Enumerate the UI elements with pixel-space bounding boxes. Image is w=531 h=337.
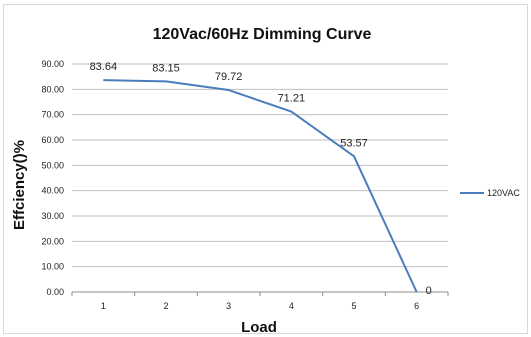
chart-title: 120Vac/60Hz Dimming Curve [153,26,372,43]
x-tick-label: 4 [289,301,294,311]
series-line-120vac [103,79,418,293]
legend-label-120vac: 120VAC [487,188,520,198]
x-axis-ticks: 1 2 3 4 5 6 [71,292,449,311]
y-tick-label: 10.00 [41,262,64,272]
data-label: 53.57 [340,137,368,149]
data-label: 79.72 [215,71,243,83]
y-tick-label: 50.00 [41,160,64,170]
x-tick-label: 3 [226,301,231,311]
legend: 120VAC [460,188,520,198]
chart-frame [3,4,528,334]
y-tick-label: 0.00 [46,287,64,297]
series-group [103,79,418,293]
gridlines [72,63,448,268]
y-tick-label: 60.00 [41,135,64,145]
y-tick-label: 70.00 [41,110,64,120]
y-axis-ticks: 0.00 10.00 20.00 30.00 40.00 50.00 60.00 70.00 8… [41,59,64,297]
y-axis-title: Effciency()% [11,140,28,230]
y-tick-label: 30.00 [41,211,64,221]
data-label: 71.21 [278,93,306,105]
y-tick-label: 90.00 [41,59,64,69]
y-tick-label: 80.00 [41,84,64,94]
x-tick-label: 2 [163,301,168,311]
y-tick-label: 40.00 [41,186,64,196]
x-tick-label: 5 [351,301,356,311]
x-tick-label: 1 [101,301,106,311]
y-tick-label: 20.00 [41,236,64,246]
data-label: 0 [426,285,432,297]
x-tick-label: 6 [414,301,419,311]
x-axis-title: Load [241,319,277,336]
data-labels: 83.64 83.15 79.72 71.21 53.57 0 [90,61,432,297]
data-label: 83.15 [152,62,180,74]
data-label: 83.64 [90,61,118,73]
